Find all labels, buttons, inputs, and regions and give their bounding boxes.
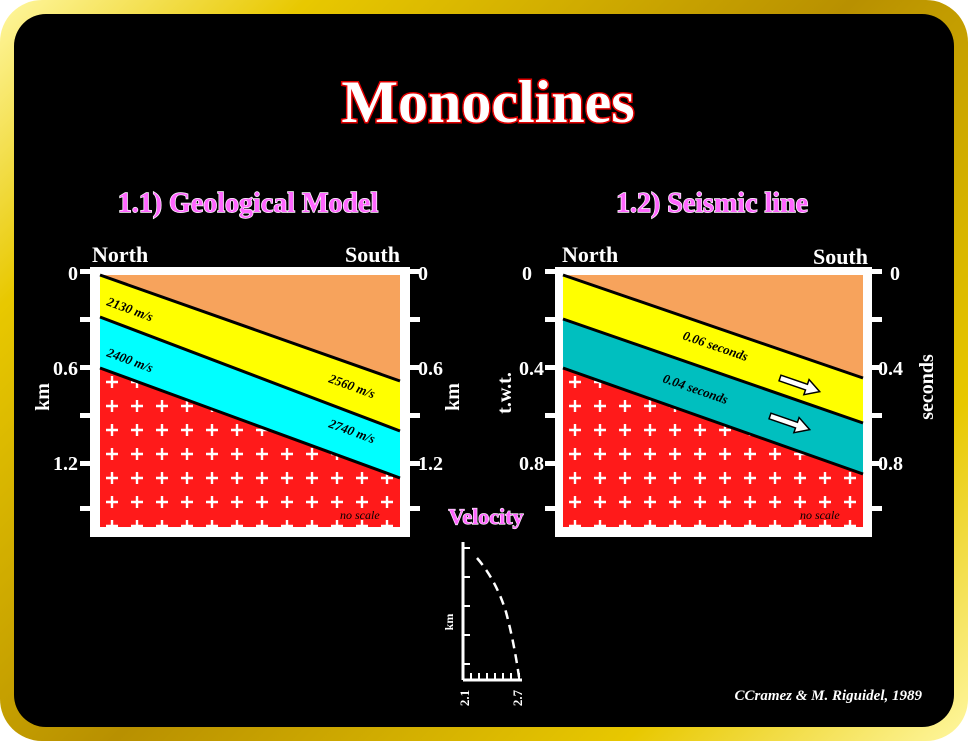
seis-arrow-1 — [778, 374, 822, 396]
geo-right-tick-1: 0.6 — [418, 358, 443, 380]
seis-left-axis-unit: t.w.t. — [494, 372, 516, 414]
geo-north-label: North — [92, 242, 148, 267]
seis-left-tick-0: 0 — [522, 263, 532, 285]
seis-south-label: South — [813, 244, 868, 269]
geo-no-scale-label: no scale — [340, 508, 380, 522]
seis-north-label: North — [562, 242, 618, 267]
geo-right-axis-unit: km — [442, 383, 464, 411]
seis-right-tick-2: 0.8 — [878, 453, 903, 475]
seis-left-tick-2: 0.8 — [519, 453, 544, 475]
geo-left-tick-0: 0 — [68, 263, 78, 285]
geo-south-label: South — [345, 242, 400, 267]
geo-right-tick-2: 1.2 — [418, 453, 443, 475]
seis-right-tick-1: 0.4 — [878, 358, 903, 380]
seis-right-tick-0: 0 — [890, 263, 900, 285]
velocity-plot-xmax: 2.7 — [510, 689, 525, 706]
geo-right-tick-0: 0 — [418, 263, 428, 285]
seis-no-scale-label: no scale — [800, 508, 840, 522]
geological-heading: 1.1) Geological Model — [118, 188, 379, 219]
velocity-plot: Velocity km 2.1 2.7 — [442, 503, 525, 706]
credit-text: CCramez & M. Riguidel, 1989 — [734, 688, 922, 704]
velocity-plot-xmin: 2.1 — [457, 690, 472, 706]
seis-left-tick-1: 0.4 — [519, 358, 544, 380]
seis-arrow-2 — [768, 412, 812, 434]
seis-right-axis-unit: seconds — [916, 354, 938, 420]
page-title: Monoclines — [341, 69, 634, 135]
geological-model-panel: North South 2130 m/s 2400 m/s 2560 m/s 2… — [32, 242, 464, 537]
velocity-plot-ylabel: km — [442, 614, 456, 631]
seismic-heading: 1.2) Seismic line — [616, 188, 808, 219]
geo-left-axis-unit: km — [32, 383, 54, 411]
velocity-curve — [476, 557, 521, 678]
geo-left-tick-2: 1.2 — [53, 453, 78, 475]
velocity-plot-title: Velocity — [449, 504, 524, 529]
geo-left-tick-1: 0.6 — [53, 358, 78, 380]
seismic-line-panel: North South 0.06 seconds 0.04 seconds no… — [494, 242, 938, 537]
